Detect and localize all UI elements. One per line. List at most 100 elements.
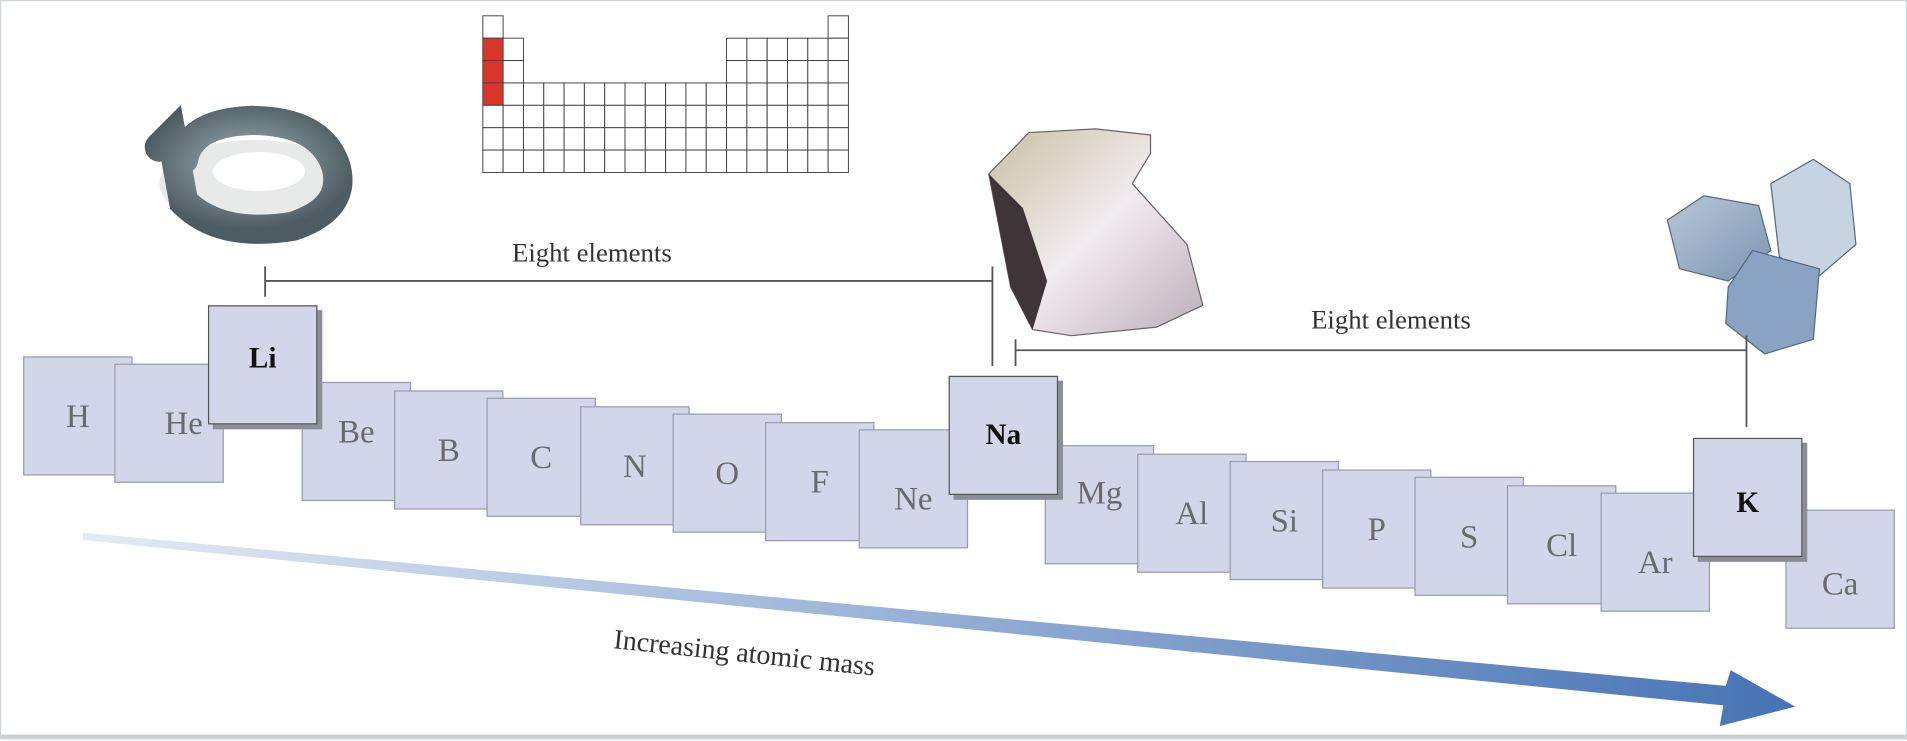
table-cell	[624, 149, 646, 173]
table-cell	[746, 127, 768, 151]
table-cell	[766, 104, 788, 129]
table-cell	[502, 104, 524, 129]
table-cell	[502, 82, 524, 106]
table-cell	[685, 82, 707, 106]
table-cell	[644, 82, 667, 106]
element-symbol: Be	[338, 412, 375, 450]
table-cell	[522, 104, 545, 129]
table-cell	[522, 149, 545, 173]
table-cell	[644, 127, 667, 151]
element-card-o: O	[672, 413, 783, 533]
element-card-be: Be	[301, 381, 412, 502]
element-symbol: Al	[1175, 494, 1209, 531]
element-card-ca: Ca	[1785, 509, 1895, 629]
table-cell	[807, 149, 829, 173]
element-symbol: He	[164, 404, 203, 441]
table-cell	[522, 127, 545, 151]
element-symbol: K	[1736, 487, 1760, 519]
table-cell	[502, 60, 524, 84]
element-card-k: K	[1692, 437, 1803, 558]
element-card-mg: Mg	[1044, 445, 1155, 565]
table-cell	[665, 149, 687, 173]
table-cell	[665, 127, 687, 151]
table-cell	[685, 104, 707, 129]
table-cell	[583, 82, 606, 106]
table-cell	[787, 82, 809, 106]
table-cell	[563, 82, 585, 106]
element-card-f: F	[764, 422, 875, 542]
table-cell	[624, 82, 646, 106]
table-cell	[482, 127, 504, 151]
table-cell	[665, 82, 687, 106]
lithium-image	[144, 104, 353, 244]
bracket-li-na	[264, 266, 994, 367]
table-cell	[766, 127, 788, 151]
table-cell	[705, 82, 728, 106]
element-symbol: Mg	[1076, 473, 1123, 511]
table-cell	[746, 82, 768, 106]
table-cell	[746, 60, 768, 84]
table-cell	[604, 149, 626, 173]
table-cell	[746, 37, 768, 62]
table-cell	[502, 127, 524, 151]
table-cell	[705, 104, 728, 129]
table-cell	[787, 149, 809, 173]
increasing-mass-arrow	[82, 532, 1796, 727]
table-cell	[604, 104, 626, 129]
table-cell	[543, 82, 565, 106]
table-cell	[705, 127, 728, 151]
table-cell	[502, 37, 524, 62]
table-cell	[807, 37, 829, 62]
table-cell	[583, 149, 606, 173]
table-cell	[482, 104, 504, 129]
table-cell	[644, 104, 667, 129]
bracket-label-1: Eight elements	[512, 237, 672, 268]
table-cell	[787, 127, 809, 151]
table-cell	[726, 37, 748, 62]
element-symbol: Ar	[1637, 543, 1673, 580]
element-symbol: O	[715, 454, 740, 491]
table-cell	[583, 104, 606, 129]
table-cell	[522, 82, 545, 106]
element-symbol: H	[65, 397, 90, 434]
table-cell	[543, 104, 565, 129]
table-cell	[827, 82, 849, 106]
table-cell	[827, 149, 849, 173]
table-cell	[807, 82, 829, 106]
element-symbol: Li	[248, 342, 277, 374]
table-cell	[726, 149, 748, 173]
table-cell	[787, 37, 809, 62]
element-card-al: Al	[1137, 453, 1247, 573]
table-cell	[827, 37, 849, 62]
potassium-image	[1666, 158, 1857, 355]
table-cell	[624, 104, 646, 129]
element-symbol: Na	[985, 418, 1022, 451]
table-cell	[685, 149, 707, 173]
element-card-cl: Cl	[1506, 485, 1617, 605]
element-symbol: Ne	[894, 479, 933, 517]
table-cell	[644, 149, 667, 173]
table-cell	[787, 104, 809, 129]
table-cell	[604, 127, 626, 151]
mini-periodic-table	[482, 15, 849, 173]
bracket-na-k	[1014, 335, 1748, 427]
table-cell	[604, 82, 626, 106]
element-card-he: He	[114, 363, 224, 483]
table-cell	[563, 127, 585, 151]
element-card-na: Na	[948, 375, 1059, 495]
table-cell	[807, 60, 829, 84]
element-symbol: F	[810, 462, 829, 500]
table-cell	[563, 104, 585, 129]
table-cell	[787, 60, 809, 84]
table-cell	[746, 104, 768, 129]
bottom-border	[1, 734, 1906, 739]
table-cell	[563, 149, 585, 173]
table-cell	[766, 37, 788, 62]
table-cell	[482, 149, 504, 173]
highlighted-cell	[482, 82, 504, 106]
table-cell	[543, 149, 565, 173]
highlighted-cell	[482, 37, 504, 62]
element-symbol: N	[622, 446, 647, 484]
